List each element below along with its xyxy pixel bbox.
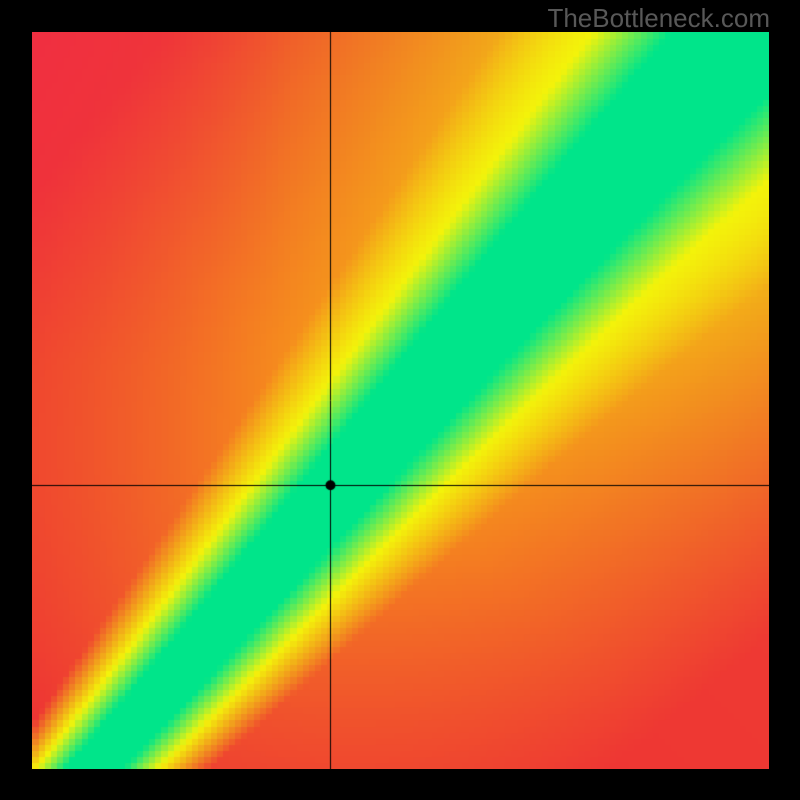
chart-container: TheBottleneck.com xyxy=(0,0,800,800)
watermark-text: TheBottleneck.com xyxy=(547,3,770,34)
bottleneck-heatmap xyxy=(32,32,769,769)
